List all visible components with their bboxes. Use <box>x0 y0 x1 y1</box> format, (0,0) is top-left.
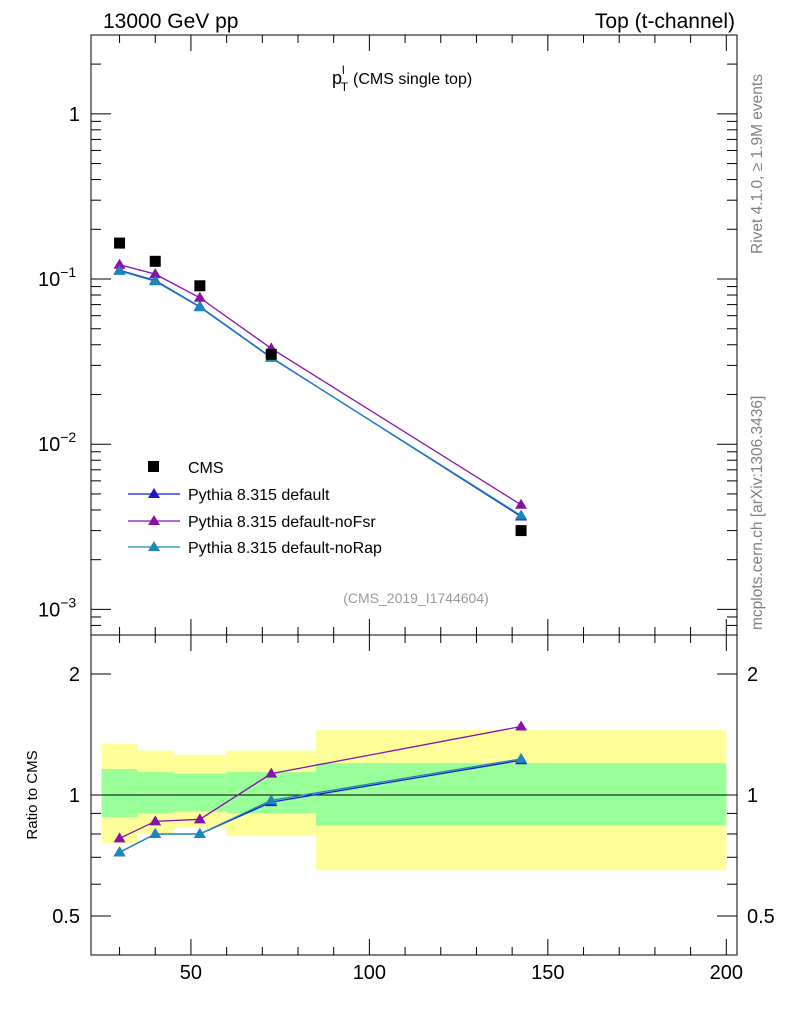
ratio-marker-2 <box>149 827 162 838</box>
data-point <box>194 280 206 292</box>
uncertainty-band-inner <box>315 763 727 826</box>
x-tick-label: 100 <box>353 962 386 984</box>
header-left-label: 13000 GeV pp <box>103 10 238 33</box>
plot-title-sup: l <box>342 63 345 77</box>
legend-label-cms: CMS <box>188 460 224 477</box>
y-tick-label: 10−2 <box>38 429 76 456</box>
ratio-marker-1 <box>265 767 278 778</box>
legend-marker-norap <box>148 541 160 551</box>
main-x-axis <box>119 35 727 635</box>
series-marker-1 <box>149 268 162 279</box>
plot-title-rest: (CMS single top) <box>353 71 472 88</box>
y-tick-label: 1 <box>69 104 80 126</box>
mcplots-site-label: mcplots.cern.ch [arXiv:1306.3436] <box>749 396 766 630</box>
plot-title: pl T (CMS single top) <box>332 63 472 94</box>
data-point <box>265 348 277 360</box>
ratio-marker-1 <box>193 813 206 824</box>
data-point <box>149 255 161 267</box>
main-y-axis: 1 10−1 10−2 10−3 <box>38 34 737 636</box>
data-point <box>114 237 126 249</box>
ratio-marker-1 <box>113 832 126 843</box>
data-point <box>515 525 527 537</box>
series-line-0 <box>119 269 522 518</box>
ratio-plot-panel: 2 2 1 1 0.5 0.5 50 100 150 200 Ratio to CMS <box>24 634 775 984</box>
header-right-label: Top (t-channel) <box>595 10 735 33</box>
ratio-x-axis: 50 100 150 200 <box>119 635 743 984</box>
ratio-marker-1 <box>149 815 162 826</box>
y-tick-label: 10−1 <box>38 264 76 291</box>
ratio-y-tick-label-left: 1 <box>69 785 80 807</box>
series-marker-2 <box>193 301 206 312</box>
series-marker-2 <box>515 509 528 520</box>
legend-marker-nofsr <box>148 515 160 525</box>
plot-title-sub: T <box>341 80 349 94</box>
series-marker-2 <box>149 275 162 286</box>
uncertainty-band-inner <box>101 769 138 818</box>
ratio-marker-2 <box>113 846 126 857</box>
ratio-plot-content <box>91 720 737 871</box>
main-plot-panel: 1 10−1 10−2 10−3 pl T (CMS single top) (CMS_2… <box>38 34 738 636</box>
series-marker-1 <box>515 498 528 509</box>
x-tick-label: 150 <box>531 962 564 984</box>
x-tick-label: 50 <box>180 962 202 984</box>
series-marker-1 <box>113 258 126 269</box>
legend-label-nofsr: Pythia 8.315 default-noFsr <box>188 514 376 531</box>
x-tick-label: 200 <box>710 962 743 984</box>
ratio-y-tick-label-left: 0.5 <box>52 906 80 928</box>
rivet-version-label: Rivet 4.1.0, ≥ 1.9M events <box>749 74 766 254</box>
main-plot-content <box>113 237 528 537</box>
legend-label-default: Pythia 8.315 default <box>188 487 330 504</box>
ratio-y-tick-label-right: 2 <box>747 664 758 686</box>
y-tick-label: 10−3 <box>38 594 76 621</box>
series-marker-1 <box>193 291 206 302</box>
ratio-marker-1 <box>515 720 528 731</box>
plot-title-base: p <box>332 68 342 88</box>
legend-label-norap: Pythia 8.315 default-noRap <box>188 540 382 557</box>
series-line-1 <box>119 264 522 506</box>
ratio-marker-2 <box>193 827 206 838</box>
legend-marker-default <box>148 488 160 498</box>
ratio-marker-2 <box>515 752 528 763</box>
analysis-watermark: (CMS_2019_I1744604) <box>343 590 489 606</box>
uncertainty-band-inner <box>173 773 227 812</box>
legend-marker-cms <box>148 461 159 472</box>
ratio-y-axis: 2 2 1 1 0.5 0.5 <box>52 664 775 956</box>
ratio-y-axis-label: Ratio to CMS <box>24 750 41 839</box>
ratio-marker-2 <box>265 794 278 805</box>
series-marker-2 <box>113 264 126 275</box>
legend: CMS Pythia 8.315 default Pythia 8.315 de… <box>128 460 382 557</box>
ratio-y-tick-label-right: 0.5 <box>747 906 775 928</box>
ratio-y-tick-label-right: 1 <box>747 785 758 807</box>
uncertainty-band-inner <box>137 772 174 814</box>
ratio-y-tick-label-left: 2 <box>69 664 80 686</box>
uncertainty-band-inner <box>226 772 316 814</box>
